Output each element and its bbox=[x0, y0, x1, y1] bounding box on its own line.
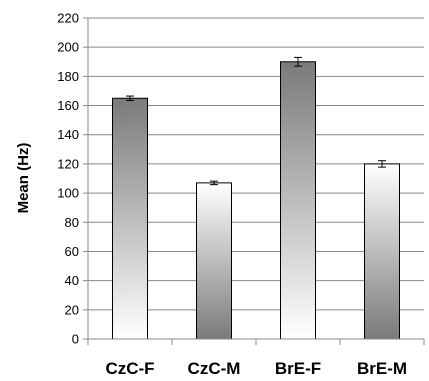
x-category-label: CzC-F bbox=[105, 359, 154, 378]
axes-group bbox=[83, 17, 425, 345]
y-tick-label: 120 bbox=[57, 156, 79, 171]
y-axis-title: Mean (Hz) bbox=[15, 143, 32, 214]
x-category-label: CzC-M bbox=[188, 359, 241, 378]
bar-czc-m bbox=[196, 182, 232, 340]
bar-bre-f bbox=[280, 61, 316, 340]
x-category-label: BrE-M bbox=[357, 359, 407, 378]
y-tick-label: 60 bbox=[65, 244, 79, 259]
y-tick-label: 40 bbox=[65, 273, 79, 288]
y-tick-label: 160 bbox=[57, 98, 79, 113]
bar-bre-m bbox=[364, 163, 400, 340]
y-tick-labels: 0 20 40 60 80 100 120 140 160 180 200 220 bbox=[57, 11, 79, 347]
x-category-labels: CzC-F CzC-M BrE-F BrE-M bbox=[105, 359, 407, 378]
error-bars-group bbox=[126, 56, 386, 186]
y-tick-label: 20 bbox=[65, 302, 79, 317]
y-tick-label: 100 bbox=[57, 186, 79, 201]
y-tick-label: 80 bbox=[65, 215, 79, 230]
y-tick-label: 180 bbox=[57, 69, 79, 84]
y-tick-label: 220 bbox=[57, 11, 79, 26]
y-tick-label: 200 bbox=[57, 40, 79, 55]
x-category-label: BrE-F bbox=[275, 359, 321, 378]
y-tick-label: 140 bbox=[57, 127, 79, 142]
y-tick-label: 0 bbox=[72, 332, 79, 347]
bars-group bbox=[112, 61, 400, 340]
bar-czc-f bbox=[112, 97, 148, 340]
